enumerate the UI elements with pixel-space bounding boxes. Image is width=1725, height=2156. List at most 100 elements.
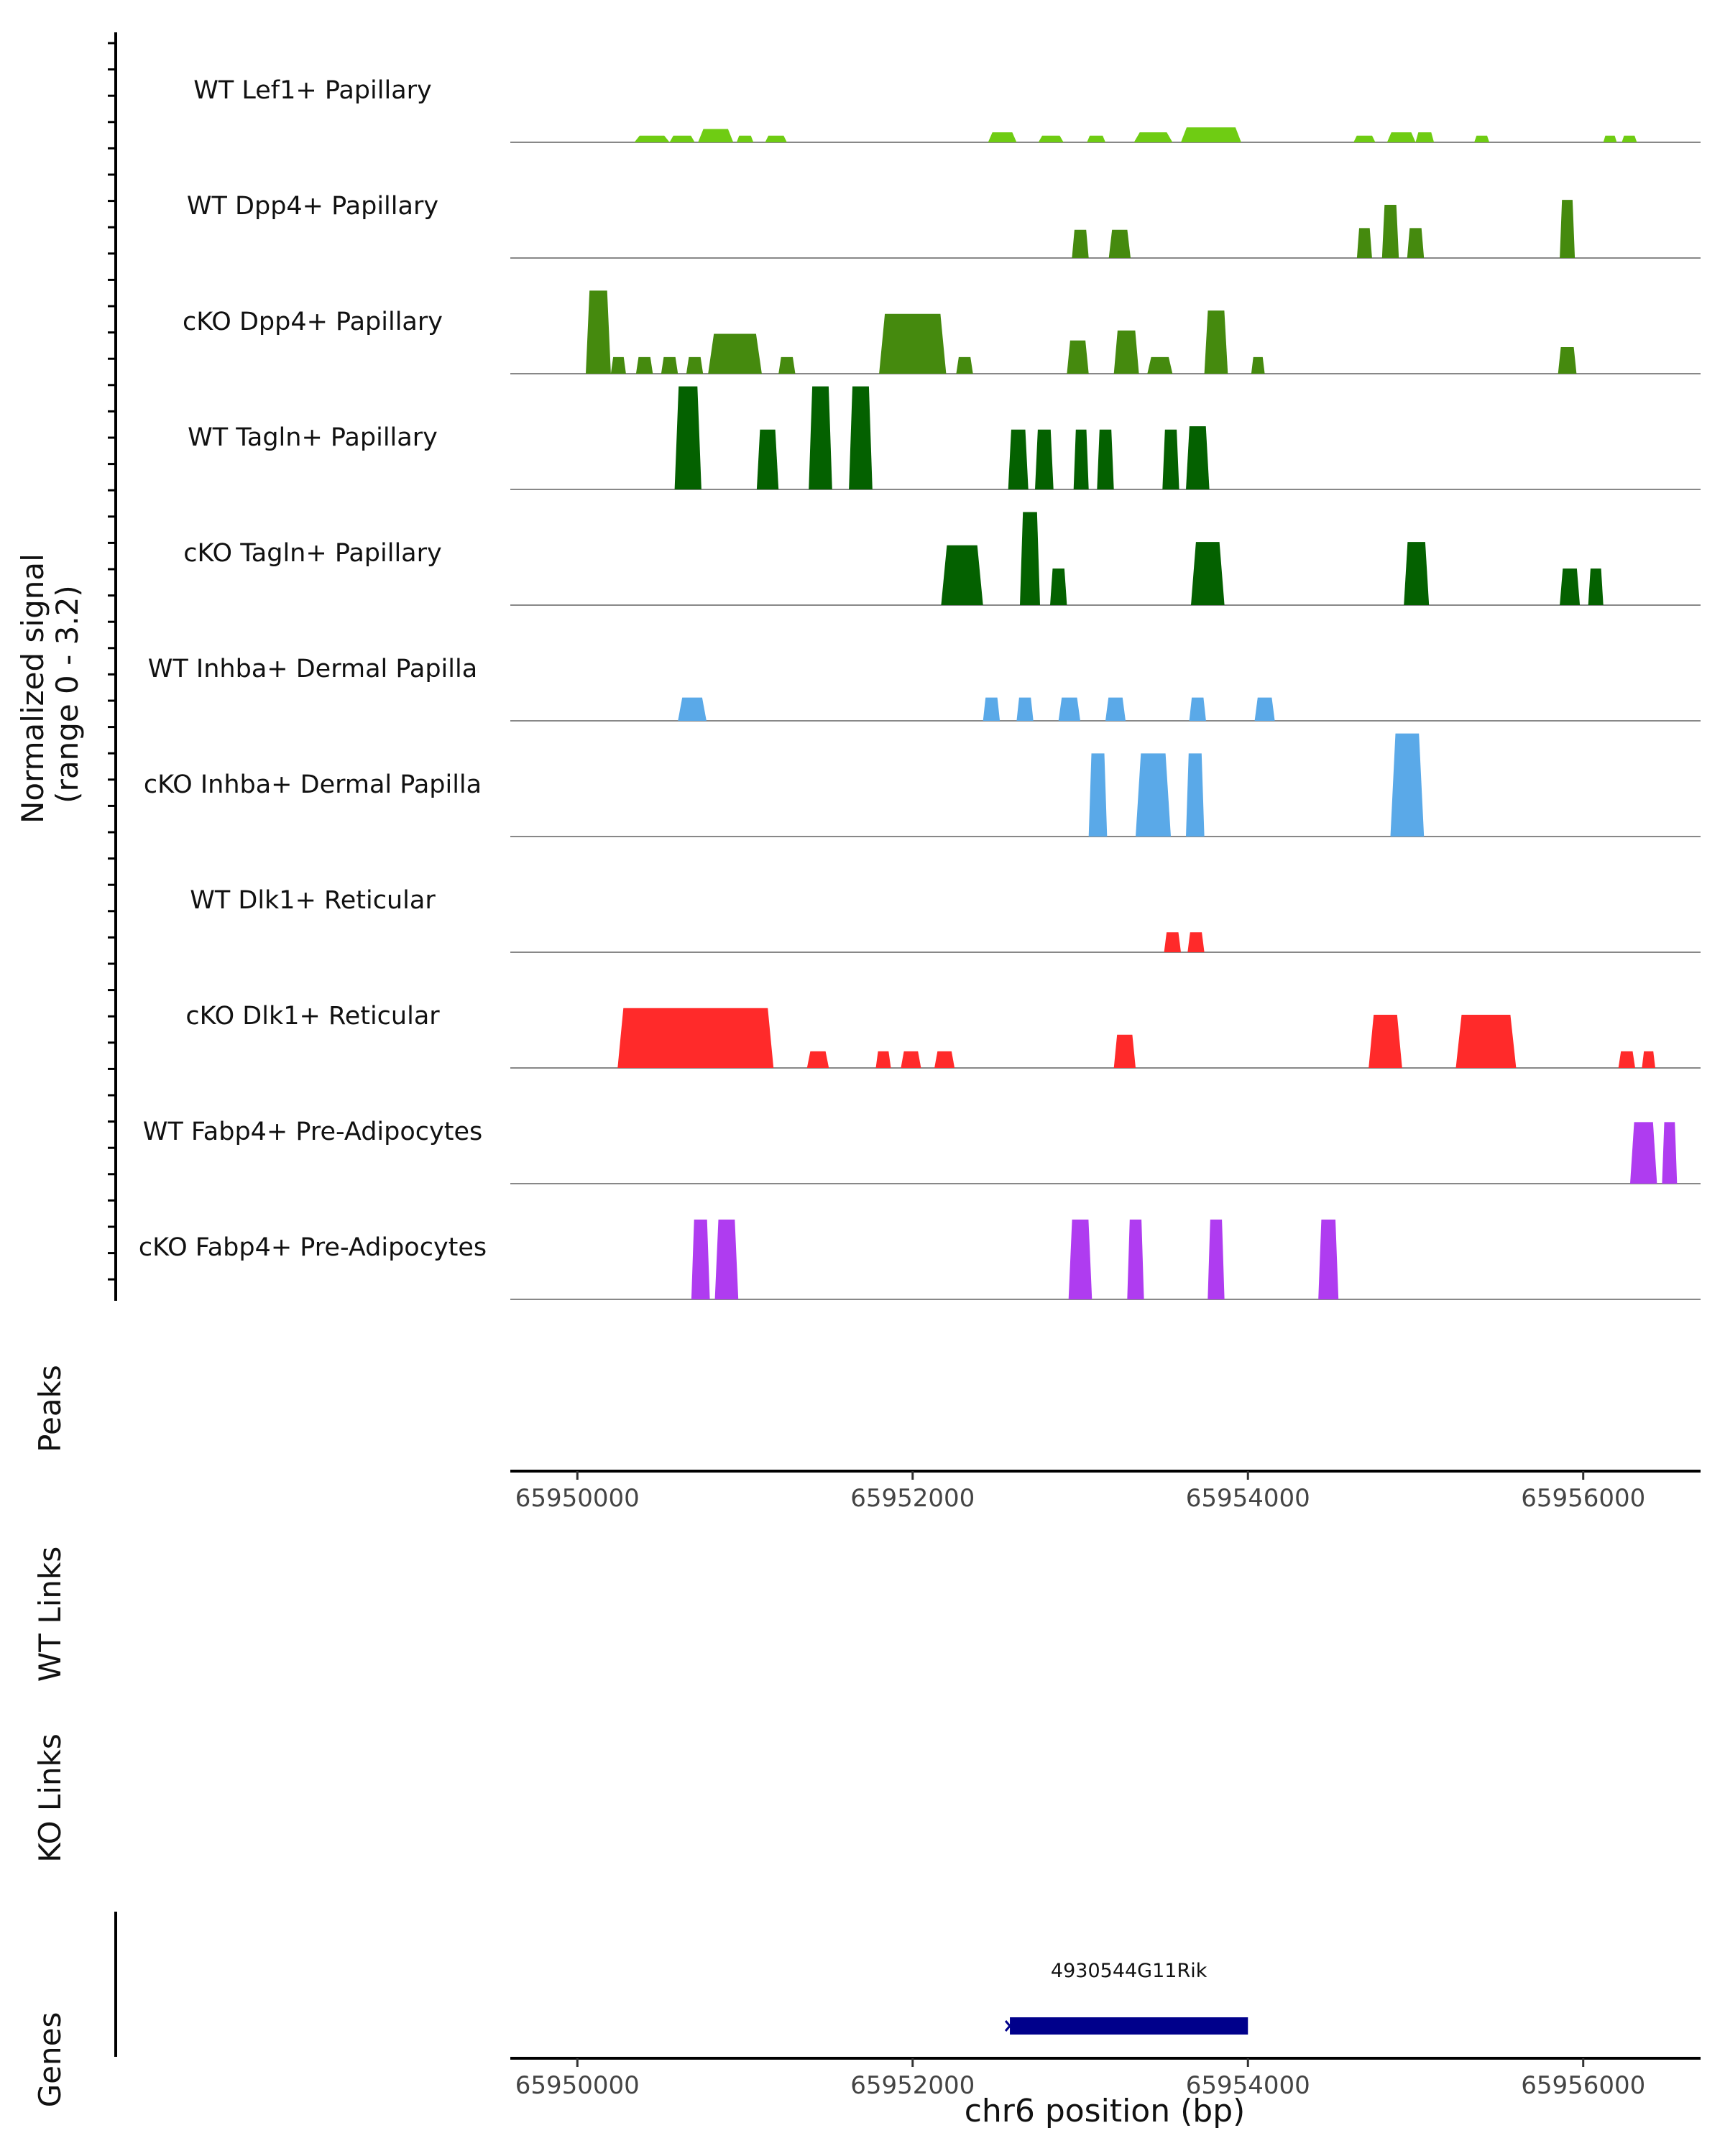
signal-region	[1558, 347, 1577, 374]
signal-region	[1386, 132, 1416, 142]
signal-region	[686, 356, 704, 374]
track-label: WT Lef1+ Papillary	[193, 76, 432, 105]
signal-region	[1016, 697, 1034, 721]
signal-region	[1588, 568, 1604, 605]
signal-region	[691, 1220, 710, 1299]
signal-region	[1630, 1122, 1657, 1184]
x-axis-title: chr6 position (bp)	[964, 2093, 1246, 2129]
signal-region	[1087, 135, 1105, 142]
signal-region	[1164, 932, 1181, 952]
signal-region	[1622, 135, 1637, 142]
signal-region	[1404, 542, 1430, 605]
signal-region	[678, 697, 707, 721]
x-tick-label: 65952000	[850, 2071, 975, 2100]
signal-region	[988, 132, 1017, 142]
signal-region	[1415, 132, 1435, 142]
signal-region	[674, 386, 702, 489]
signal-region	[756, 429, 779, 489]
signal-region	[1147, 356, 1173, 374]
signal-region	[1136, 753, 1171, 837]
signal-region	[1133, 132, 1173, 142]
signal-region	[1088, 753, 1108, 837]
signal-region	[1662, 1122, 1678, 1184]
signal-region	[1162, 429, 1179, 489]
x-tick-label: 65956000	[1521, 1484, 1646, 1513]
signal-region	[941, 545, 983, 605]
signal-region	[778, 356, 796, 374]
signal-region	[1560, 568, 1581, 605]
track-label: WT Tagln+ Papillary	[188, 423, 438, 452]
signal-region	[956, 356, 973, 374]
signal-region	[983, 697, 1000, 721]
signal-region	[1073, 429, 1089, 489]
signal-region	[1072, 229, 1089, 258]
gene-label: 4930544G11Rik	[1050, 1960, 1208, 1982]
x-tick-label: 65954000	[1185, 1484, 1310, 1513]
signal-region	[901, 1051, 921, 1068]
signal-region	[1097, 429, 1114, 489]
signal-region	[634, 135, 670, 142]
signal-region	[1254, 697, 1275, 721]
signal-region	[1058, 697, 1080, 721]
signal-region	[1186, 426, 1210, 489]
signal-region	[849, 386, 873, 489]
signal-region	[1187, 932, 1205, 952]
signal-region	[1618, 1051, 1635, 1068]
track-label: cKO Inhba+ Dermal Papilla	[143, 770, 482, 799]
signal-region	[586, 290, 611, 374]
strand-mark	[1004, 2020, 1016, 2032]
signal-region	[1560, 200, 1576, 258]
track-label: cKO Tagln+ Papillary	[183, 539, 442, 568]
signal-region	[1251, 356, 1265, 374]
signal-region	[1191, 542, 1225, 605]
signal-region	[1186, 753, 1205, 837]
signal-region	[765, 135, 787, 142]
x-tick-label: 65952000	[850, 1484, 975, 1513]
signal-region	[1038, 135, 1064, 142]
signal-region	[1113, 330, 1139, 374]
signal-region	[1204, 310, 1228, 374]
signal-region	[1603, 135, 1617, 142]
track-label: WT Dpp4+ Papillary	[186, 192, 439, 221]
signal-region	[1181, 127, 1241, 142]
track-label: cKO Fabp4+ Pre-Adipocytes	[138, 1233, 487, 1262]
track-label: WT Inhba+ Dermal Papilla	[147, 655, 478, 683]
signal-region	[806, 1051, 829, 1068]
signal-region	[635, 356, 653, 374]
x-tick-label: 65956000	[1521, 2071, 1646, 2100]
signal-region	[708, 333, 762, 374]
signal-region	[934, 1051, 955, 1068]
track-label: cKO Dlk1+ Reticular	[185, 1002, 440, 1031]
signal-region	[809, 386, 832, 489]
signal-region	[1108, 229, 1131, 258]
track-label: WT Fabp4+ Pre-Adipocytes	[142, 1118, 483, 1146]
signal-region	[661, 356, 678, 374]
track-label: cKO Dpp4+ Papillary	[183, 308, 443, 336]
signal-region	[1318, 1220, 1339, 1299]
signal-region	[875, 1051, 891, 1068]
gene-body	[1010, 2017, 1248, 2035]
signal-region	[1390, 733, 1425, 837]
x-tick-label: 65954000	[1185, 2071, 1310, 2100]
signal-region	[879, 313, 947, 374]
track-label: WT Dlk1+ Reticular	[190, 886, 436, 915]
signal-region	[1368, 1015, 1402, 1068]
signal-region	[1035, 429, 1054, 489]
signal-region	[1642, 1051, 1655, 1068]
signal-region	[610, 356, 626, 374]
signal-region	[669, 135, 695, 142]
x-tick-label: 65950000	[515, 1484, 640, 1513]
signal-region	[1050, 568, 1067, 605]
signal-region	[698, 129, 734, 142]
signal-region	[1208, 1220, 1225, 1299]
signal-region	[1127, 1220, 1144, 1299]
x-tick-label: 65950000	[515, 2071, 640, 2100]
signal-region	[714, 1220, 739, 1299]
signal-region	[1068, 1220, 1092, 1299]
signal-region	[736, 135, 754, 142]
signal-region	[1020, 512, 1040, 605]
signal-region	[617, 1008, 774, 1068]
signal-region	[1356, 228, 1372, 258]
signal-region	[1105, 697, 1126, 721]
